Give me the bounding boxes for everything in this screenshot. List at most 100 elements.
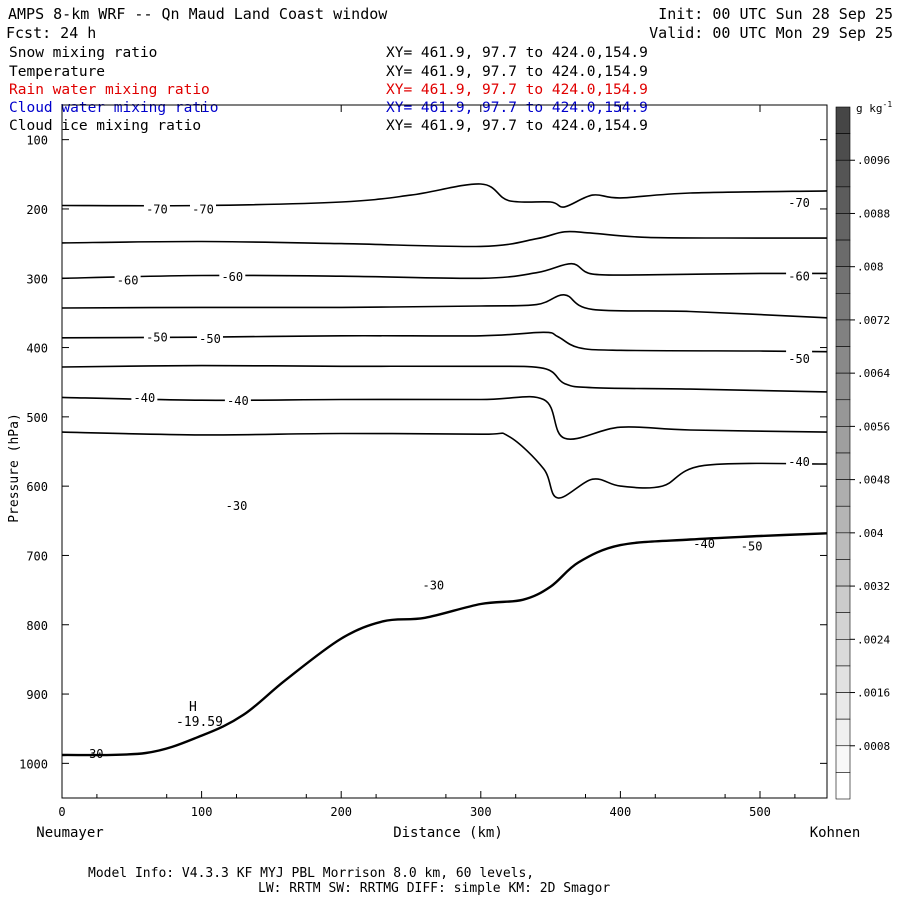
isotherm-label: -30 — [422, 579, 444, 593]
field-name: Cloud water mixing ratio — [9, 100, 219, 116]
label-backdrop — [131, 388, 158, 404]
isotherm-label: -60 — [788, 269, 810, 283]
colorbar-tick-label: .0032 — [857, 580, 890, 593]
x-tick-label: 200 — [330, 805, 352, 819]
colorbar-segment — [835, 718, 851, 747]
isotherm-line — [61, 294, 828, 319]
label-backdrop — [143, 200, 170, 216]
x-tick-label: 100 — [191, 805, 213, 819]
contour-labels: -70 -70 -70 -60 -60 -60 -50 -50 -50 -40 -40 -40 -30 -… — [79, 194, 813, 761]
field-name: Temperature — [9, 64, 105, 80]
field-xy: XY= 461.9, 97.7 to 424.0,154.9 — [386, 82, 648, 98]
temperature-contours — [61, 183, 828, 499]
isotherm-label: -70 — [146, 202, 168, 216]
colorbar-segment — [835, 399, 851, 427]
label-backdrop — [189, 200, 216, 216]
isotherm-label: -40 — [693, 537, 715, 551]
field-xy: XY= 461.9, 97.7 to 424.0,154.9 — [386, 100, 648, 116]
colorbar-segment — [835, 319, 851, 347]
colorbar-tick-label: .0016 — [857, 687, 890, 700]
x-left-location: Neumayer — [36, 825, 103, 841]
field-xy: XY= 461.9, 97.7 to 424.0,154.9 — [386, 64, 648, 80]
isotherm-label: -50 — [199, 332, 221, 346]
colorbar-segment — [835, 665, 851, 693]
isotherm-line — [61, 431, 828, 499]
colorbar-tick-label: .0024 — [857, 633, 890, 646]
colorbar-segment — [835, 213, 851, 241]
y-tick-label: 800 — [26, 619, 48, 633]
valid-time: Valid: 00 UTC Mon 29 Sep 25 — [649, 24, 893, 42]
colorbar-segment — [835, 266, 851, 294]
label-backdrop — [786, 194, 813, 210]
colorbar-tick-label: .008 — [857, 261, 884, 274]
y-tick-label: 300 — [26, 272, 48, 286]
colorbar-segment — [835, 106, 851, 134]
colorbar-segment — [835, 186, 851, 214]
colorbar-tick-label: .0072 — [857, 314, 890, 327]
physics-info: LW: RRTM SW: RRTMG DIFF: simple KM: 2D S… — [258, 881, 610, 896]
isotherm-label: -60 — [221, 270, 243, 284]
colorbar-segment — [835, 452, 851, 480]
field-xy: XY= 461.9, 97.7 to 424.0,154.9 — [386, 45, 648, 61]
y-tick-label: 900 — [26, 688, 48, 702]
colorbar-tick-label: .004 — [857, 527, 884, 540]
x-tick-label: 300 — [470, 805, 492, 819]
y-tick-label: 100 — [26, 134, 48, 148]
isotherm-label: -50 — [146, 330, 168, 344]
init-time: Init: 00 UTC Sun 28 Sep 25 — [658, 5, 893, 23]
extremum-label: H — [189, 700, 197, 715]
x-tick-label: 0 — [58, 805, 65, 819]
isotherm-line — [61, 183, 828, 208]
isotherm-line — [61, 230, 828, 248]
colorbar-segment — [835, 239, 851, 267]
isotherm-line — [61, 331, 828, 353]
colorbar-segment — [835, 346, 851, 374]
label-backdrop — [786, 267, 813, 283]
y-tick-label: 500 — [26, 411, 48, 425]
colorbar-tick-label: .0064 — [857, 367, 890, 380]
colorbar-segment — [835, 426, 851, 454]
colorbar-segment — [835, 505, 851, 534]
colorbar-segment — [835, 639, 851, 667]
axis-ticks: 0 100 200 300 400 500 100 200 300 400 500 600 700 800… — [19, 105, 827, 819]
colorbar-segment — [835, 532, 851, 560]
colorbar-segment — [835, 585, 851, 613]
field-name: Rain water mixing ratio — [9, 82, 210, 98]
isotherm-line — [61, 395, 828, 441]
colorbar-segment — [835, 692, 851, 720]
colorbar-segment — [835, 293, 851, 321]
colorbar-segment — [835, 133, 851, 161]
colorbar-segment — [835, 479, 851, 507]
colorbar: .0096 .0088 .008 .0072 .0064 .0056 .0048 .004 .0… — [835, 106, 890, 800]
isotherm-label: -30 — [226, 499, 248, 513]
colorbar-segment — [835, 559, 851, 587]
isotherm-label: -50 — [788, 352, 810, 366]
forecast-hour: Fcst: 24 h — [6, 24, 96, 42]
colorbar-segment — [835, 612, 851, 640]
colorbar-segment — [835, 372, 851, 401]
y-axis-title: Pressure (hPa) — [7, 413, 22, 523]
terrain-surface — [61, 532, 828, 757]
label-backdrop — [786, 349, 813, 365]
colorbar-tick-label: .0008 — [857, 740, 890, 753]
label-backdrop — [224, 392, 251, 408]
y-tick-label: 600 — [26, 480, 48, 494]
field-name: Snow mixing ratio — [9, 45, 157, 61]
y-tick-label: 400 — [26, 342, 48, 356]
colorbar-segment — [835, 745, 851, 773]
x-tick-label: 400 — [610, 805, 632, 819]
isotherm-label: -70 — [788, 196, 810, 210]
label-backdrop — [223, 496, 250, 512]
label-backdrop — [143, 328, 170, 344]
colorbar-tick-label: .0056 — [857, 420, 890, 433]
field-legend: Snow mixing ratio XY= 461.9, 97.7 to 424… — [9, 45, 648, 134]
colorbar-units: g kg-1 — [856, 100, 892, 115]
x-axis-title: Distance (km) — [393, 825, 503, 841]
label-backdrop — [786, 453, 813, 469]
x-tick-label: 500 — [749, 805, 771, 819]
y-tick-label: 1000 — [19, 757, 48, 771]
extremum-value: -19.59 — [176, 715, 223, 730]
isotherm-label: -40 — [227, 394, 249, 408]
colorbar-tick-label: .0096 — [857, 154, 890, 167]
x-right-location: Kohnen — [810, 825, 861, 841]
